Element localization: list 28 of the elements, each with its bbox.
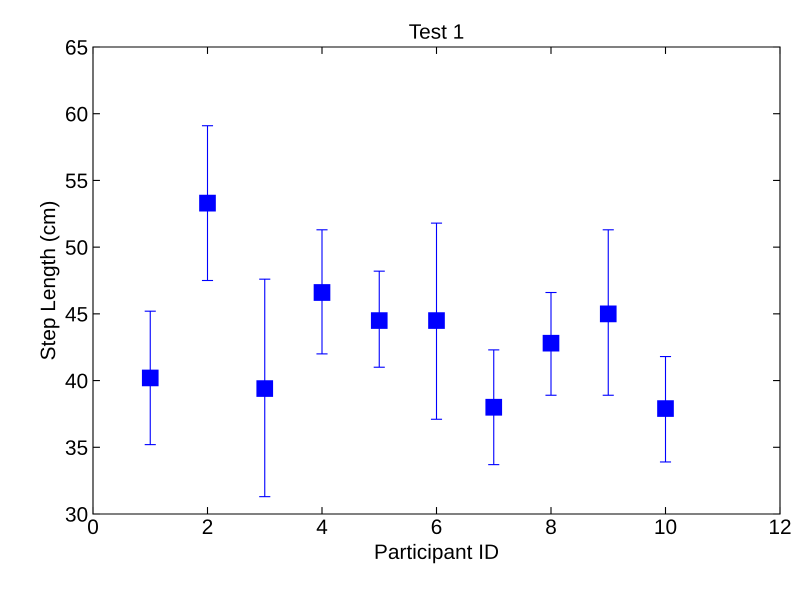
point: [428, 312, 445, 329]
x-tick-label: 12: [770, 519, 791, 534]
point: [370, 312, 388, 329]
point: [256, 380, 274, 397]
y-tick-label: 65: [66, 40, 88, 55]
x-tick-label: 10: [656, 519, 676, 534]
point: [142, 370, 159, 386]
x-tick-label: 6: [432, 519, 442, 534]
y-tick-label: 40: [65, 374, 88, 388]
point: [199, 194, 216, 212]
y-tick-label: 35: [66, 440, 88, 456]
point: [314, 284, 330, 301]
y-tick-label: 55: [66, 174, 88, 188]
x-tick-label: 0: [88, 519, 98, 534]
y-axis-title: Step Length (cm): [40, 202, 60, 360]
x-tick-label: 4: [316, 520, 328, 534]
x-tick-label: 2: [202, 519, 212, 534]
point: [657, 400, 674, 417]
y-tick-label: 45: [65, 307, 88, 322]
y-tick-label: 30: [66, 507, 88, 522]
chart-title: Test 1: [409, 24, 464, 39]
x-axis-title: Participant ID: [376, 544, 498, 564]
point: [485, 398, 502, 416]
x-tick-label: 8: [546, 519, 556, 534]
y-tick-label: 60: [66, 106, 88, 122]
y-tick-label: 50: [66, 240, 88, 255]
point: [542, 334, 560, 352]
point: [600, 306, 617, 322]
